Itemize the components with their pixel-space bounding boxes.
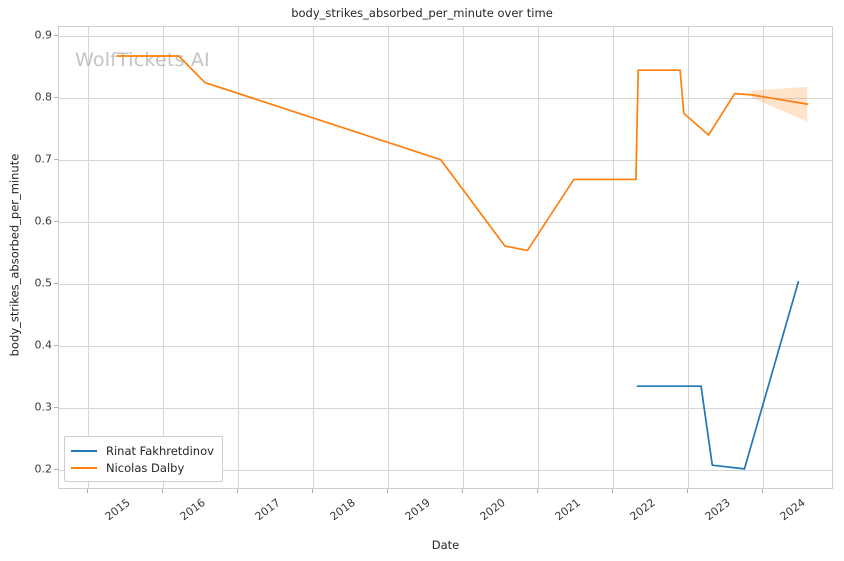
- x-tick-label: 2017: [252, 496, 283, 524]
- x-tick-label: 2023: [702, 496, 733, 524]
- y-tick-label: 0.3: [34, 400, 53, 414]
- series-line: [116, 55, 809, 252]
- gridline-vertical: [612, 27, 614, 488]
- y-tick-label: 0.7: [34, 152, 53, 166]
- y-tick-label: 0.5: [34, 276, 53, 290]
- y-tick-label: 0.4: [34, 338, 53, 352]
- legend-item[interactable]: Rinat Fakhretdinov: [71, 442, 214, 459]
- chart-title: body_strikes_absorbed_per_minute over ti…: [291, 6, 553, 20]
- y-tick-mark: [54, 221, 58, 223]
- gridline-vertical: [462, 27, 464, 488]
- y-axis-tick-marks: [52, 26, 58, 489]
- x-tick-label: 2022: [627, 496, 658, 524]
- gridline-horizontal: [59, 98, 832, 100]
- x-tick-mark: [611, 489, 613, 493]
- x-axis-tick-labels: 2015 2016 2017 2018 2019 2020 2021 2022 2023 2024: [58, 492, 833, 542]
- x-axis-label: Date: [431, 538, 460, 552]
- gridline-vertical: [762, 27, 764, 488]
- y-tick-mark: [54, 469, 58, 471]
- legend-label: Nicolas Dalby: [106, 460, 185, 475]
- gridline-vertical: [537, 27, 539, 488]
- x-tick-mark: [236, 489, 238, 493]
- series-line: [636, 281, 800, 470]
- gridline-horizontal: [59, 346, 832, 348]
- y-tick-label: 0.2: [34, 462, 53, 476]
- y-tick-label: 0.6: [34, 214, 53, 228]
- gridline-vertical: [237, 27, 239, 488]
- y-axis-tick-labels: 0.2 0.3 0.4 0.5 0.6 0.7 0.8 0.9: [0, 26, 53, 489]
- x-tick-label: 2020: [477, 496, 508, 524]
- x-tick-label: 2024: [777, 496, 808, 524]
- x-tick-mark: [686, 489, 688, 493]
- y-tick-mark: [54, 97, 58, 99]
- x-axis-tick-marks: [58, 489, 833, 495]
- confidence-band: [751, 86, 808, 122]
- x-tick-mark: [161, 489, 163, 493]
- x-tick-mark: [86, 489, 88, 493]
- gridline-vertical: [687, 27, 689, 488]
- gridline-vertical: [387, 27, 389, 488]
- gridline-horizontal: [59, 222, 832, 224]
- x-tick-mark: [461, 489, 463, 493]
- legend-item[interactable]: Nicolas Dalby: [71, 459, 214, 476]
- chart-legend: Rinat Fakhretdinov Nicolas Dalby: [64, 436, 223, 482]
- x-tick-mark: [311, 489, 313, 493]
- x-tick-mark: [761, 489, 763, 493]
- gridline-horizontal: [59, 160, 832, 162]
- y-tick-mark: [54, 35, 58, 37]
- x-tick-label: 2015: [102, 496, 133, 524]
- plot-area: WolfTickets.AI Rinat Fakhretdinov Nicolas…: [58, 26, 833, 489]
- legend-label: Rinat Fakhretdinov: [106, 443, 214, 458]
- y-tick-mark: [54, 407, 58, 409]
- gridline-horizontal: [59, 36, 832, 38]
- gridline-vertical: [312, 27, 314, 488]
- legend-color-swatch: [71, 466, 97, 469]
- gridline-vertical: [87, 27, 89, 488]
- x-tick-label: 2018: [327, 496, 358, 524]
- y-tick-label: 0.9: [34, 28, 53, 42]
- gridline-horizontal: [59, 408, 832, 410]
- x-tick-label: 2016: [177, 496, 208, 524]
- y-tick-mark: [54, 345, 58, 347]
- x-tick-mark: [536, 489, 538, 493]
- gridline-horizontal: [59, 284, 832, 286]
- legend-color-swatch: [71, 449, 97, 452]
- series-lines: [116, 55, 809, 470]
- x-tick-mark: [386, 489, 388, 493]
- y-tick-label: 0.8: [34, 90, 53, 104]
- x-tick-label: 2019: [402, 496, 433, 524]
- y-tick-mark: [54, 159, 58, 161]
- gridline-horizontal: [59, 470, 832, 472]
- x-tick-label: 2021: [552, 496, 583, 524]
- gridline-vertical: [162, 27, 164, 488]
- y-tick-mark: [54, 283, 58, 285]
